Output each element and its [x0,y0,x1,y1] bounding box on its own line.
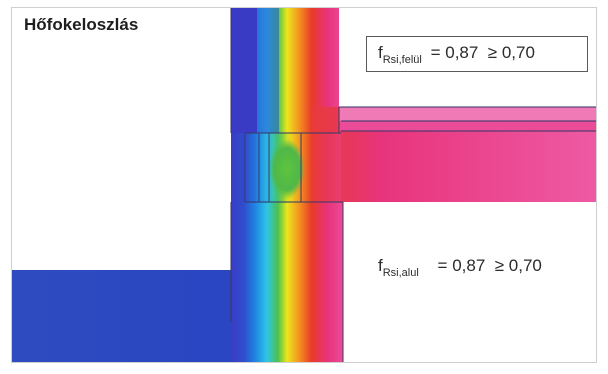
upper-frsi-label: fRsi,felül = 0,87 ≥ 0,70 [378,43,535,66]
diagram-title: Hőfokeloszlás [24,15,139,34]
lower-frsi-label: fRsi,alul = 0,87 ≥ 0,70 [378,256,542,279]
upper-relation: = 0,87 ≥ 0,70 [430,43,535,62]
upper-value-box [366,36,588,72]
lower-room-zone [343,202,597,363]
thermal-bridge-spot [269,139,305,199]
lower-symbol: f [378,256,383,275]
upper-symbol: f [378,43,383,62]
outdoor-zone-block [11,270,243,363]
construction-outlines [230,7,597,363]
lower-relation: = 0,87 ≥ 0,70 [437,256,542,275]
upper-subscript: Rsi,felül [382,54,422,66]
lower-subscript: Rsi,alul [382,267,419,279]
